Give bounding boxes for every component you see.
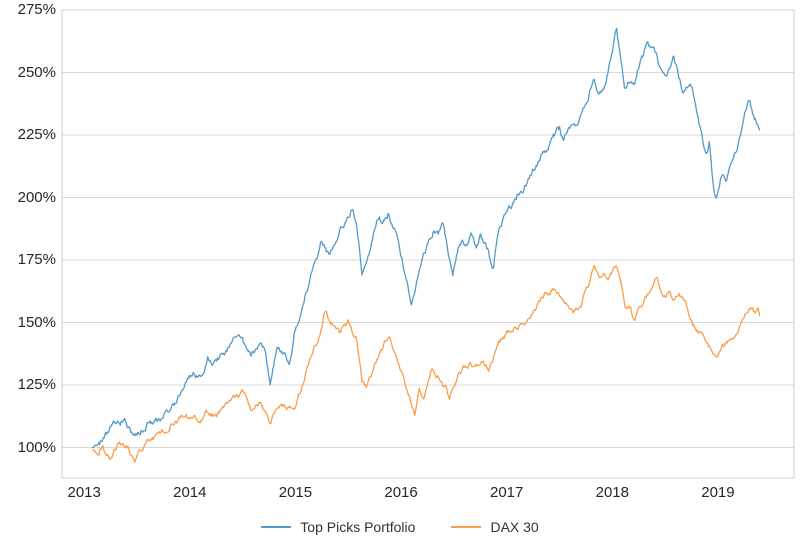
chart-legend: Top Picks Portfolio DAX 30 — [0, 519, 800, 535]
y-axis-label-150: 150% — [17, 313, 56, 331]
x-axis-label-2019: 2019 — [701, 484, 735, 501]
plot-border — [61, 9, 795, 479]
y-axis-label-100: 100% — [17, 438, 56, 456]
legend-line-icon — [451, 526, 482, 528]
y-axis-label-225: 225% — [17, 126, 56, 143]
y-axis-label-125: 125% — [17, 376, 56, 393]
y-axis-label-275: 275% — [17, 1, 56, 18]
x-axis-label-2014: 2014 — [173, 484, 207, 501]
series-line-top-picks-portfolio — [91, 27, 761, 449]
legend-label: DAX 30 — [490, 519, 539, 535]
x-axis-label-2015: 2015 — [278, 484, 313, 501]
y-axis-label-250: 250% — [17, 63, 56, 81]
x-axis-label-2016: 2016 — [384, 484, 418, 501]
legend-item-dax-30[interactable]: DAX 30 — [451, 519, 539, 535]
x-axis-label-2017: 2017 — [490, 484, 524, 501]
x-axis-label-2018: 2018 — [595, 484, 629, 501]
legend-line-icon — [261, 526, 292, 528]
y-axis-label-200: 200% — [17, 188, 56, 206]
y-axis-label-175: 175% — [17, 251, 56, 268]
x-axis-label-2013: 2013 — [67, 484, 101, 501]
legend-item-top-picks-portfolio[interactable]: Top Picks Portfolio — [261, 519, 415, 535]
legend-label: Top Picks Portfolio — [300, 519, 416, 535]
series-line-dax-30 — [91, 264, 761, 463]
